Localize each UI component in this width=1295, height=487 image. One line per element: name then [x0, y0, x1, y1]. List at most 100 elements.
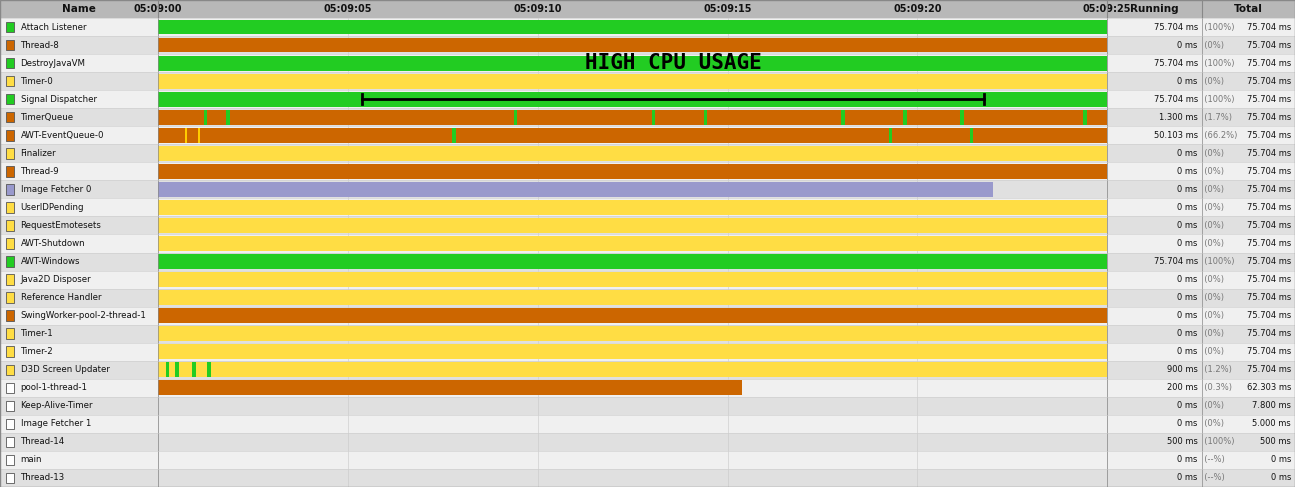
Text: Keep-Alive-Timer: Keep-Alive-Timer: [21, 401, 93, 411]
Text: main: main: [21, 455, 41, 465]
Text: 75.704 ms: 75.704 ms: [1247, 185, 1291, 194]
Bar: [0, 379, 1295, 397]
Text: 05:09:05: 05:09:05: [324, 4, 372, 14]
Text: DestroyJavaVM: DestroyJavaVM: [21, 58, 85, 68]
Bar: [158, 200, 1107, 215]
Bar: [6, 130, 13, 141]
Bar: [6, 94, 13, 104]
Text: RequestEmotesets: RequestEmotesets: [21, 221, 101, 230]
Text: (0%): (0%): [1199, 149, 1224, 158]
Text: Thread-9: Thread-9: [21, 167, 60, 176]
Bar: [6, 383, 13, 393]
Bar: [158, 19, 1107, 35]
Text: 0 ms: 0 ms: [1177, 311, 1198, 320]
Bar: [158, 74, 1107, 89]
Text: 75.704 ms: 75.704 ms: [1154, 58, 1198, 68]
Bar: [842, 110, 844, 125]
Bar: [158, 37, 1107, 53]
Bar: [0, 415, 1295, 433]
Bar: [903, 110, 906, 125]
Text: 75.704 ms: 75.704 ms: [1247, 94, 1291, 104]
Bar: [6, 292, 13, 303]
Bar: [6, 328, 13, 339]
Text: (66.2%): (66.2%): [1199, 131, 1237, 140]
Bar: [6, 112, 13, 122]
Bar: [0, 18, 1295, 36]
Bar: [0, 36, 1295, 54]
Text: Attach Listener: Attach Listener: [21, 22, 85, 32]
Bar: [158, 290, 1107, 305]
Bar: [158, 146, 1107, 161]
Text: 75.704 ms: 75.704 ms: [1154, 257, 1198, 266]
Text: HIGH CPU USAGE: HIGH CPU USAGE: [584, 53, 761, 73]
Text: 75.704 ms: 75.704 ms: [1247, 275, 1291, 284]
Bar: [6, 274, 13, 285]
Text: 0 ms: 0 ms: [1177, 185, 1198, 194]
Text: 0 ms: 0 ms: [1177, 473, 1198, 483]
Text: 75.704 ms: 75.704 ms: [1247, 311, 1291, 320]
Text: SwingWorker-pool-2-thread-1: SwingWorker-pool-2-thread-1: [21, 311, 146, 320]
Bar: [0, 325, 1295, 343]
Bar: [0, 451, 1295, 469]
Bar: [6, 202, 13, 213]
Bar: [198, 128, 201, 143]
Bar: [158, 56, 1107, 71]
Text: (100%): (100%): [1199, 257, 1234, 266]
Bar: [651, 110, 655, 125]
Text: 0 ms: 0 ms: [1270, 455, 1291, 465]
Bar: [0, 289, 1295, 307]
Bar: [6, 22, 13, 32]
Bar: [6, 401, 13, 411]
Text: AWT-Windows: AWT-Windows: [21, 257, 80, 266]
Bar: [158, 308, 1107, 323]
Bar: [6, 346, 13, 357]
Text: 0 ms: 0 ms: [1270, 473, 1291, 483]
Bar: [6, 220, 13, 231]
Text: 62.303 ms: 62.303 ms: [1247, 383, 1291, 393]
Text: Finalizer: Finalizer: [21, 149, 56, 158]
Bar: [158, 362, 1107, 377]
Text: 7.800 ms: 7.800 ms: [1252, 401, 1291, 411]
Text: pool-1-thread-1: pool-1-thread-1: [21, 383, 88, 393]
Text: 75.704 ms: 75.704 ms: [1247, 329, 1291, 338]
Text: Total: Total: [1234, 4, 1263, 14]
Text: 0 ms: 0 ms: [1177, 347, 1198, 356]
Bar: [175, 362, 179, 377]
Text: 1.300 ms: 1.300 ms: [1159, 113, 1198, 122]
Text: D3D Screen Updater: D3D Screen Updater: [21, 365, 109, 374]
Text: 75.704 ms: 75.704 ms: [1247, 203, 1291, 212]
Bar: [6, 365, 13, 375]
Bar: [0, 162, 1295, 180]
Text: 75.704 ms: 75.704 ms: [1247, 347, 1291, 356]
Text: 75.704 ms: 75.704 ms: [1247, 293, 1291, 302]
Bar: [0, 234, 1295, 253]
Bar: [158, 128, 1107, 143]
Text: 0 ms: 0 ms: [1177, 221, 1198, 230]
Text: 05:09:25: 05:09:25: [1083, 4, 1132, 14]
Text: 500 ms: 500 ms: [1260, 437, 1291, 447]
Bar: [6, 419, 13, 429]
Text: 5.000 ms: 5.000 ms: [1252, 419, 1291, 429]
Text: 500 ms: 500 ms: [1167, 437, 1198, 447]
Text: 0 ms: 0 ms: [1177, 293, 1198, 302]
Text: UserIDPending: UserIDPending: [21, 203, 84, 212]
Text: (0%): (0%): [1199, 401, 1224, 411]
Text: 0 ms: 0 ms: [1177, 455, 1198, 465]
Text: Reference Handler: Reference Handler: [21, 293, 101, 302]
Text: (0%): (0%): [1199, 221, 1224, 230]
Bar: [6, 58, 13, 68]
Bar: [6, 238, 13, 249]
Text: 0 ms: 0 ms: [1177, 149, 1198, 158]
Text: 50.103 ms: 50.103 ms: [1154, 131, 1198, 140]
Text: (0%): (0%): [1199, 76, 1224, 86]
Bar: [0, 216, 1295, 234]
Text: Running: Running: [1131, 4, 1178, 14]
Text: 75.704 ms: 75.704 ms: [1154, 22, 1198, 32]
Bar: [185, 128, 186, 143]
Text: 75.704 ms: 75.704 ms: [1247, 257, 1291, 266]
Bar: [158, 272, 1107, 287]
Text: 0 ms: 0 ms: [1177, 419, 1198, 429]
Text: 0 ms: 0 ms: [1177, 401, 1198, 411]
Bar: [6, 256, 13, 267]
Text: Java2D Disposer: Java2D Disposer: [21, 275, 91, 284]
